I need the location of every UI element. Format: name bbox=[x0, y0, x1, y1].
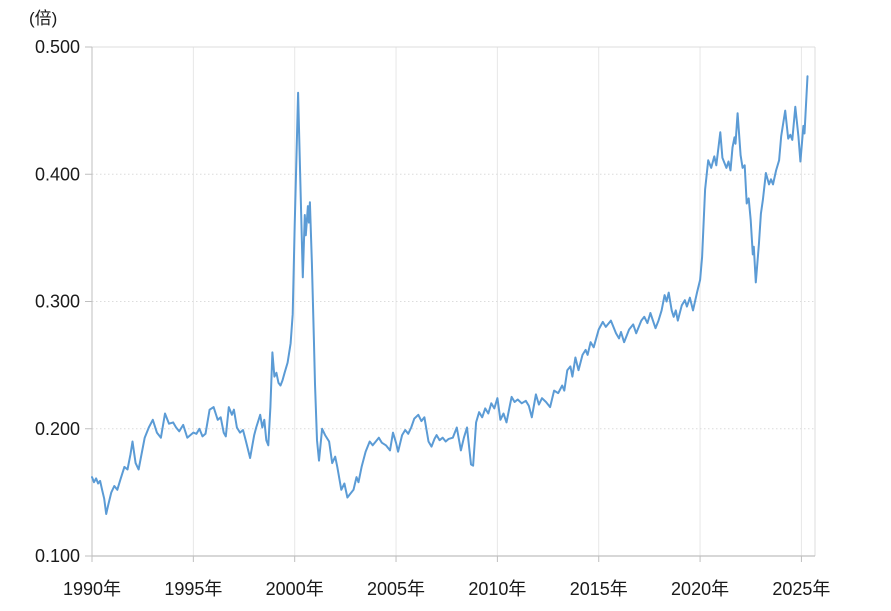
data-series bbox=[91, 75, 809, 515]
axes bbox=[85, 46, 815, 562]
x-tick-label: 1990年 bbox=[63, 579, 121, 599]
y-tick-label: 0.500 bbox=[35, 37, 80, 57]
y-tick-label: 0.400 bbox=[35, 164, 80, 184]
axis-labels: (倍) 0.100 0.200 0.300 0.400 0.500 1990年 1995年 2… bbox=[29, 9, 830, 599]
y-axis-unit-label: (倍) bbox=[29, 9, 57, 28]
x-tick-label: 2025年 bbox=[772, 579, 830, 599]
data-line-ratio bbox=[91, 75, 809, 515]
y-tick-label: 0.100 bbox=[35, 546, 80, 566]
x-tick-label: 2015年 bbox=[570, 579, 628, 599]
y-tick-label: 0.300 bbox=[35, 292, 80, 312]
x-tick-label: 2020年 bbox=[671, 579, 729, 599]
x-tick-label: 2000年 bbox=[266, 579, 324, 599]
x-tick-label: 1995年 bbox=[164, 579, 222, 599]
x-tick-label: 2010年 bbox=[468, 579, 526, 599]
x-tick-label: 2005年 bbox=[367, 579, 425, 599]
y-tick-label: 0.200 bbox=[35, 419, 80, 439]
gridlines bbox=[92, 46, 816, 556]
